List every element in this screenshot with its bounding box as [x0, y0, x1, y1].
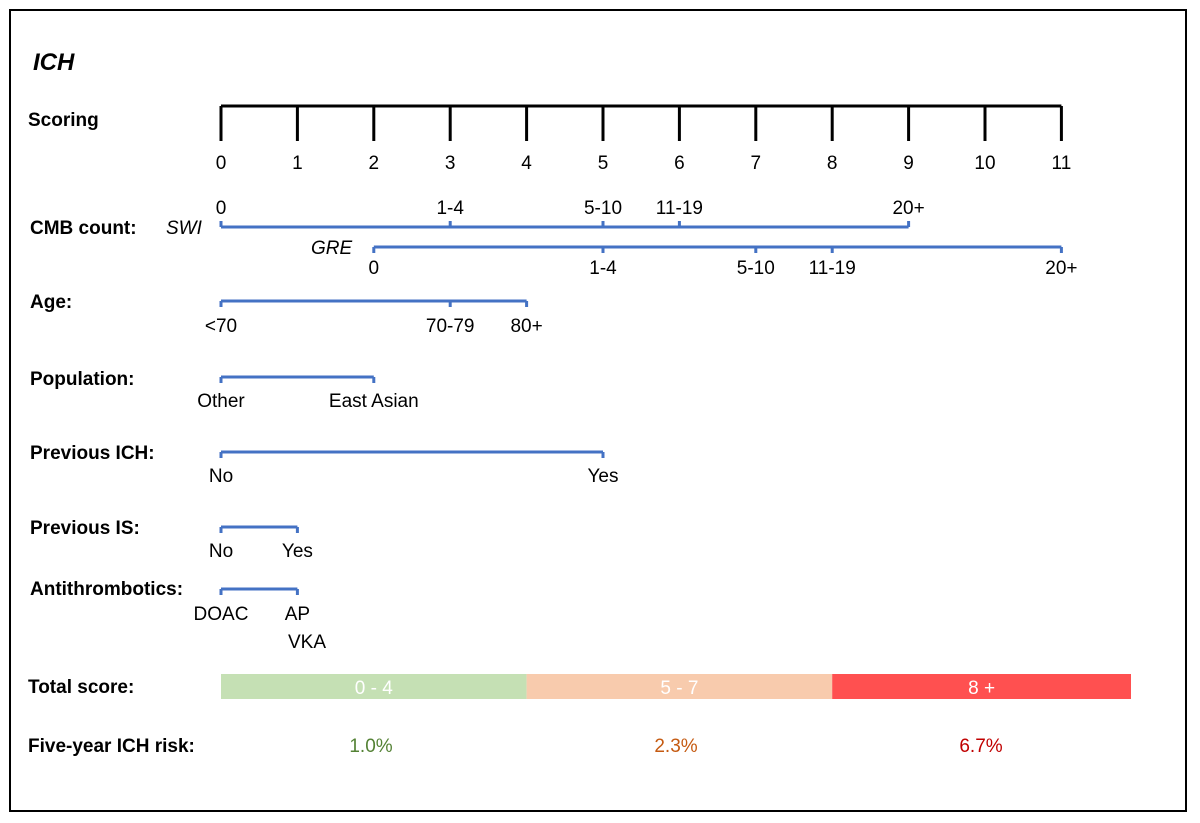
scoring-tick-label: 7 — [751, 153, 762, 174]
gre-tick-label: 20+ — [1045, 258, 1077, 279]
age-tick-label: 70-79 — [426, 316, 475, 337]
swi-scale: 0 1-4 5-10 11-19 20+ — [216, 198, 925, 229]
scoring-tick-label: 2 — [369, 153, 380, 174]
swi-tick-label: 5-10 — [584, 198, 622, 219]
gre-label: GRE — [311, 238, 353, 259]
gre-tick-label: 1-4 — [589, 258, 617, 279]
total-band-low — [221, 674, 527, 699]
age-scale: <70 70-79 80+ — [205, 299, 543, 337]
total-band-high — [832, 674, 1131, 699]
swi-tick-label: 0 — [216, 198, 227, 219]
total-score-label: Total score: — [28, 677, 134, 698]
previous-ich-label: Previous ICH: — [30, 443, 155, 464]
scoring-tick-label: 3 — [445, 153, 456, 174]
scoring-tick-label: 4 — [521, 153, 532, 174]
previous-ich-scale: No Yes — [209, 450, 619, 487]
scoring-tick-label: 11 — [1052, 153, 1072, 174]
antithrombotics-tick-label: AP — [285, 604, 310, 625]
risk-high: 6.7% — [959, 736, 1002, 757]
previous-ich-tick-label: No — [209, 466, 233, 487]
five-year-risk-label: Five-year ICH risk: — [28, 736, 195, 757]
scoring-label: Scoring — [28, 110, 99, 131]
population-tick-label: Other — [197, 391, 245, 412]
scoring-tick-label: 1 — [292, 153, 303, 174]
age-tick-label: <70 — [205, 316, 237, 337]
previous-is-label: Previous IS: — [30, 518, 140, 539]
total-band-medium — [526, 674, 833, 699]
swi-tick-label: 11-19 — [656, 198, 703, 219]
total-score-bands: 0 - 4 5 - 7 8 + — [221, 674, 1131, 699]
swi-label: SWI — [166, 218, 203, 239]
age-tick-label: 80+ — [510, 316, 542, 337]
scoring-tick-label: 0 — [216, 153, 227, 174]
swi-tick-label: 1-4 — [436, 198, 464, 219]
gre-tick-label: 5-10 — [737, 258, 775, 279]
scoring-tick-label: 5 — [598, 153, 609, 174]
gre-tick-label: 11-19 — [809, 258, 856, 279]
previous-is-tick-label: Yes — [282, 541, 313, 562]
antithrombotics-tick-label: DOAC — [194, 604, 249, 625]
figure-title: ICH — [33, 49, 75, 76]
risk-low: 1.0% — [349, 736, 392, 757]
population-tick-label: East Asian — [329, 391, 419, 412]
figure-frame — [9, 9, 1187, 812]
age-label: Age: — [30, 292, 72, 313]
previous-is-scale: No Yes — [209, 525, 313, 562]
total-band-label: 0 - 4 — [355, 678, 393, 699]
total-band-label: 8 + — [968, 678, 995, 699]
antithrombotics-scale: DOAC AP — [194, 587, 310, 625]
cmb-count-label: CMB count: — [30, 218, 137, 239]
scoring-tick-label: 8 — [827, 153, 838, 174]
gre-tick-label: 0 — [369, 258, 380, 279]
antithrombotics-label: Antithrombotics: — [30, 579, 183, 600]
scoring-tick-label: 6 — [674, 153, 685, 174]
previous-is-tick-label: No — [209, 541, 233, 562]
scoring-tick-label: 9 — [903, 153, 914, 174]
gre-scale: 0 1-4 5-10 11-19 20+ — [369, 245, 1078, 279]
scoring-tick-label: 10 — [974, 153, 995, 174]
scoring-axis: 0 1 2 3 4 5 6 7 8 9 10 11 — [216, 104, 1072, 174]
previous-ich-tick-label: Yes — [588, 466, 619, 487]
risk-medium: 2.3% — [654, 736, 697, 757]
vka-label: VKA — [288, 632, 326, 653]
population-label: Population: — [30, 369, 134, 390]
population-scale: Other East Asian — [197, 375, 419, 412]
swi-tick-label: 20+ — [892, 198, 924, 219]
total-band-label: 5 - 7 — [660, 678, 698, 699]
